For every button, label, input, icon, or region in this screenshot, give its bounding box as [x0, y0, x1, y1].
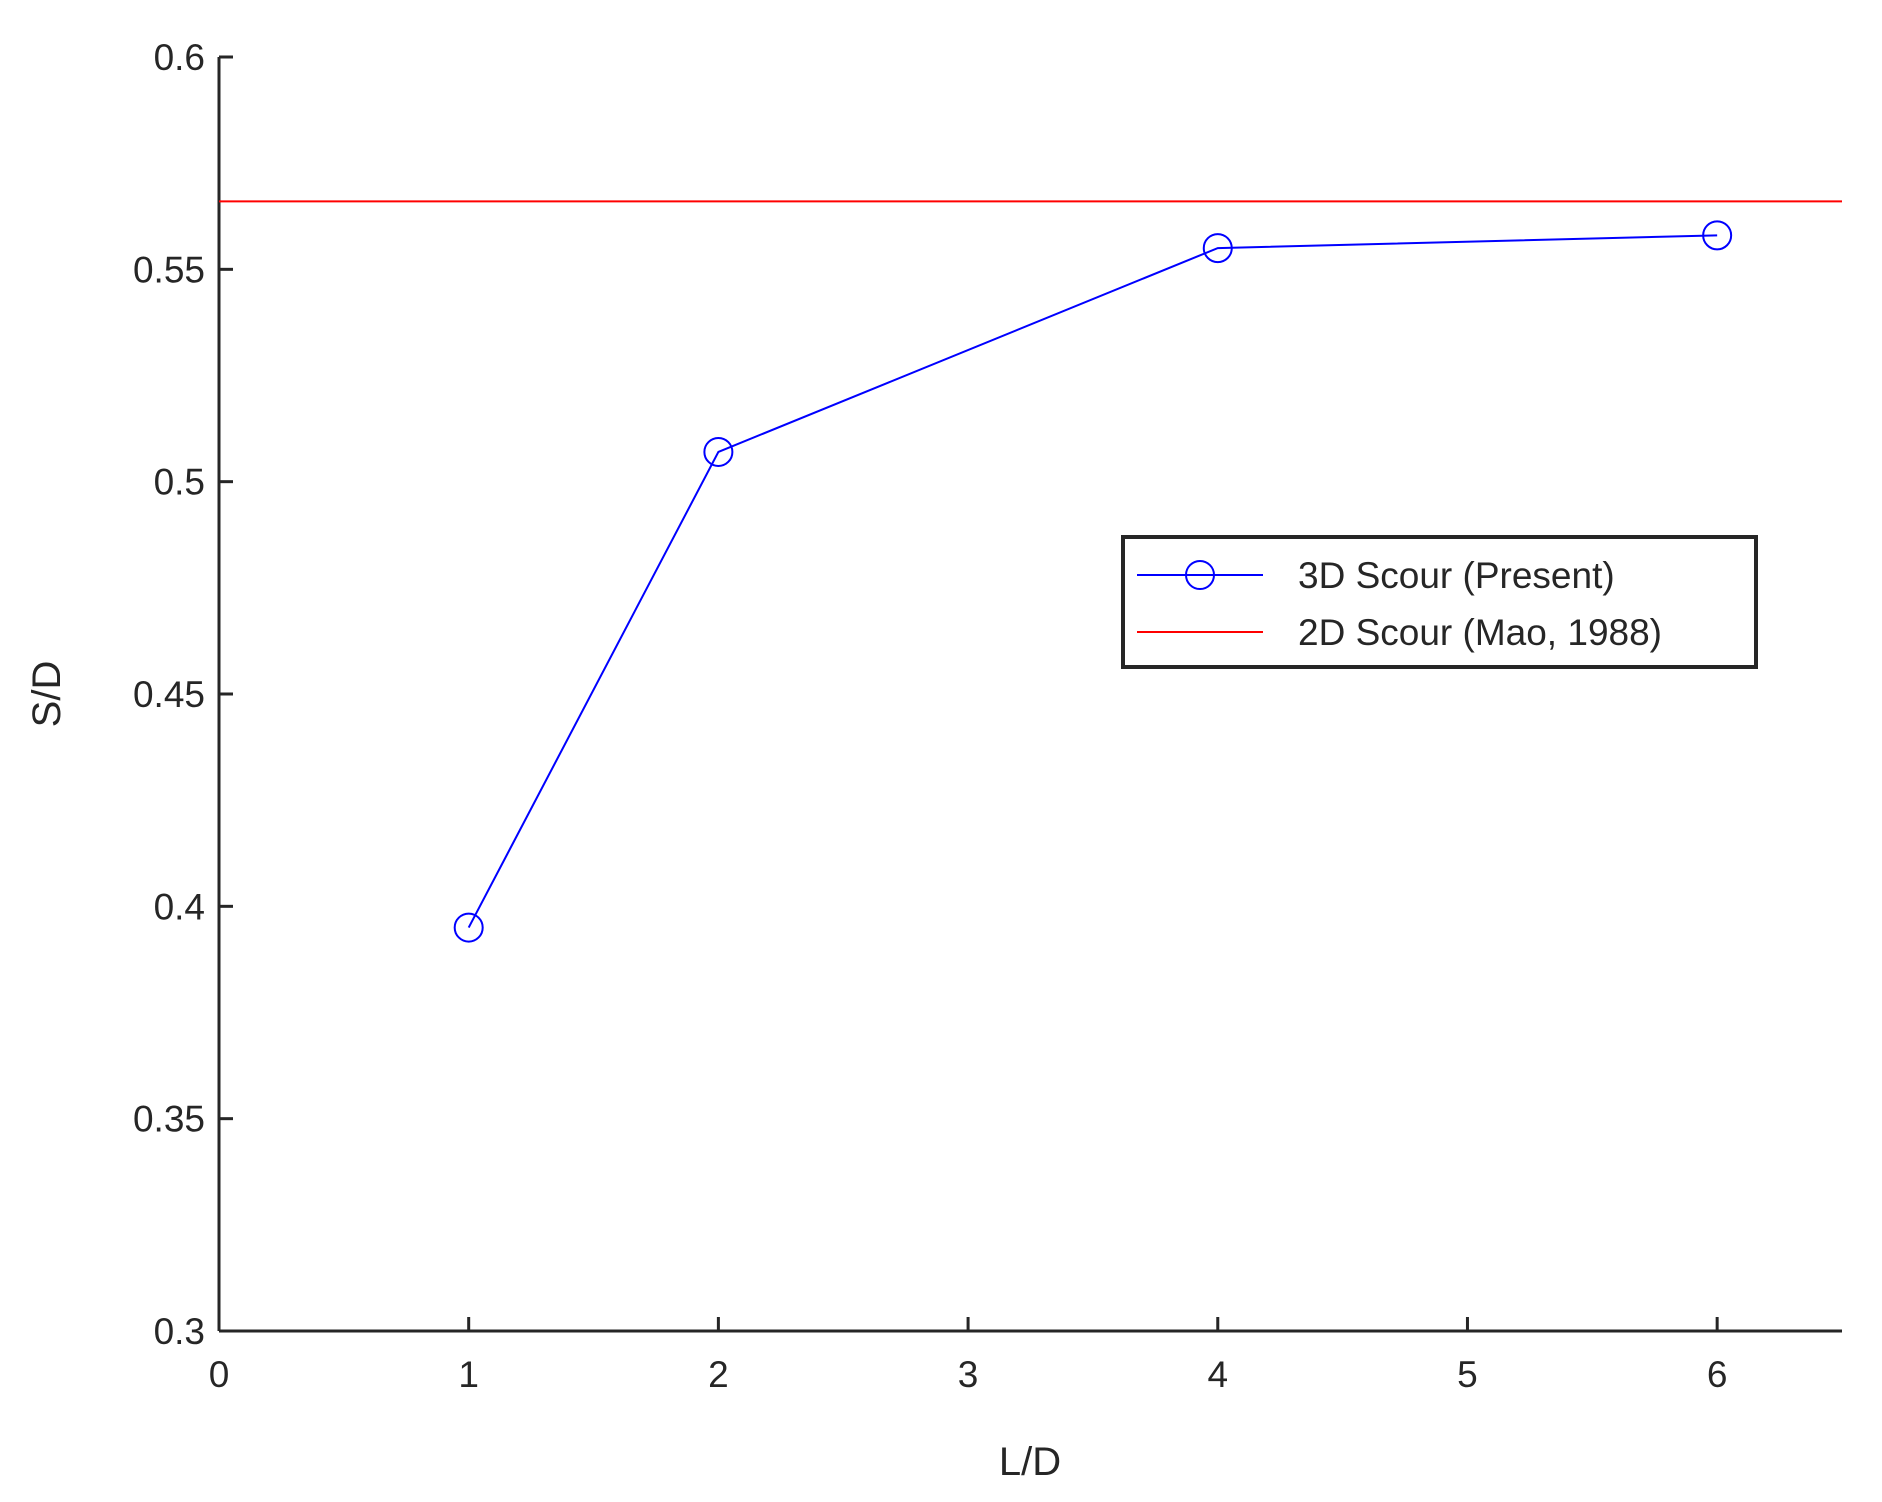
marker	[1702, 220, 1733, 251]
x-tick-label: 2	[708, 1354, 729, 1395]
series-line	[467, 234, 1718, 929]
legend-box	[1121, 535, 1758, 669]
x-tick-label: 6	[1707, 1354, 1728, 1395]
legend-label: 3D Scour (Present)	[1298, 555, 1615, 596]
x-tick-label: 0	[209, 1354, 230, 1395]
x-tick-label: 4	[1207, 1354, 1228, 1395]
legend-label: 2D Scour (Mao, 1988)	[1298, 612, 1662, 653]
x-axis-label: L/D	[999, 1440, 1061, 1484]
y-tick-label: 0.3	[154, 1311, 205, 1352]
marker	[703, 436, 734, 467]
marker	[453, 912, 484, 943]
y-tick-label: 0.6	[154, 37, 205, 78]
y-tick-label: 0.45	[133, 674, 205, 715]
x-tick-label: 3	[958, 1354, 979, 1395]
y-tick-label: 0.55	[133, 249, 205, 290]
x-tick-label: 1	[458, 1354, 479, 1395]
y-tick-label: 0.35	[133, 1099, 205, 1140]
x-tick-label: 5	[1457, 1354, 1478, 1395]
legend-marker	[1185, 560, 1215, 590]
marker	[1202, 233, 1233, 264]
y-tick-label: 0.5	[154, 462, 205, 503]
y-axis-label: S/D	[25, 661, 69, 728]
y-tick-label: 0.4	[154, 886, 205, 927]
